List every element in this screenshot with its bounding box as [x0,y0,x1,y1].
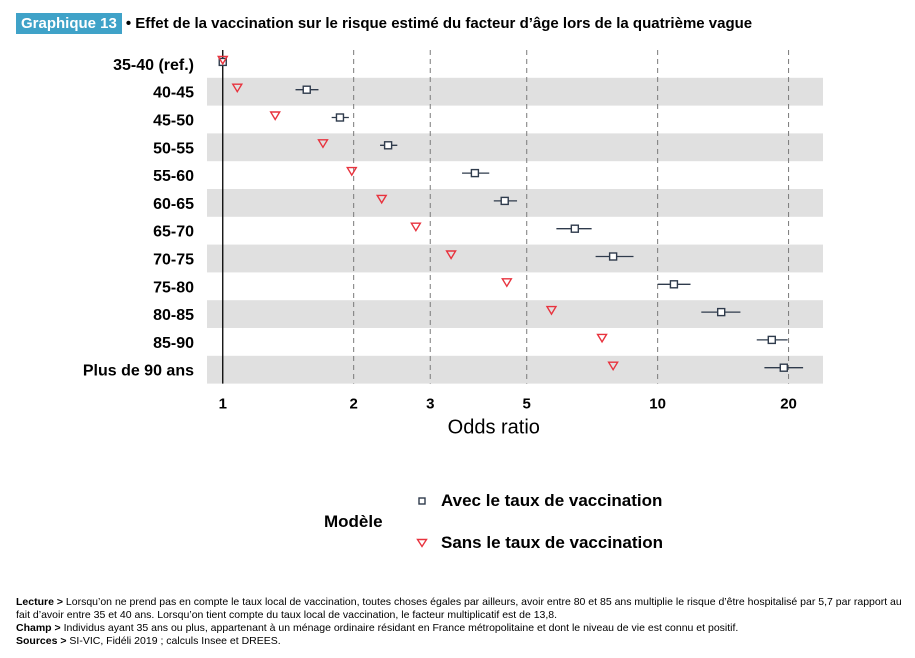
point-with-vaccination [335,113,345,122]
row-band [207,355,823,384]
point-without-vaccination [317,139,329,149]
note-sources: Sources > SI-VIC, Fidéli 2019 ; calculs … [16,635,281,647]
x-tick-label: 1 [219,396,227,413]
point-without-vaccination [231,83,244,94]
point-with-vaccination [570,224,580,233]
x-tick-label: 10 [649,396,666,413]
row-band [207,300,823,328]
y-tick-label: 85-90 [153,335,194,352]
point-with-vaccination [302,85,311,94]
odds-ratio-chart: 35-40 (ref.) 40-45 45-50 50-55 55-60 60-65 65-… [83,50,823,439]
point-without-vaccination [410,222,422,233]
chart-title: • Effet de la vaccination sur le risque … [125,14,753,32]
note-lecture: Lecture > Lorsqu’on ne prend pas en comp… [16,596,902,621]
y-tick-label: Plus de 90 ans [83,363,194,380]
x-axis-title: Odds ratio [448,417,540,439]
y-tick-label: 50-55 [153,140,194,157]
point-without-vaccination [445,250,457,260]
point-without-vaccination [596,333,608,344]
y-tick-label: 80-85 [153,307,194,324]
point-with-vaccination [500,196,509,206]
y-tick-label: 35-40 (ref.) [113,57,194,74]
point-without-vaccination [346,166,358,177]
y-tick-label: 45-50 [153,113,194,130]
point-without-vaccination [501,278,513,288]
point-with-vaccination [716,307,726,317]
chart-notes: Lecture > Lorsqu’on ne prend pas en comp… [16,596,906,648]
legend-item-with-vaccination: Avec le taux de vaccination [413,491,662,511]
point-without-vaccination [607,361,619,372]
point-without-vaccination [375,194,388,205]
y-tick-label: 65-70 [153,224,194,241]
legend-label: Avec le taux de vaccination [441,491,663,510]
y-tick-label: 55-60 [153,168,194,185]
graph-number-badge: Graphique 13 [16,12,122,34]
chart-header: Graphique 13 • Effet de la vaccination s… [16,12,752,34]
point-with-vaccination [470,168,480,178]
x-tick-label: 3 [426,396,434,413]
legend-item-without-vaccination: Sans le taux de vaccination [413,533,663,553]
point-with-vaccination [669,280,679,289]
x-tick-label: 5 [523,396,531,413]
y-tick-label: 70-75 [153,252,194,269]
y-tick-label: 40-45 [153,85,194,102]
y-tick-label: 60-65 [153,196,194,213]
row-band [207,244,823,273]
note-champ: Champ > Individus ayant 35 ans ou plus, … [16,622,739,634]
point-with-vaccination [608,252,618,261]
row-band [207,133,823,162]
point-with-vaccination [767,335,776,345]
x-tick-label: 2 [349,396,357,413]
point-without-vaccination [269,111,281,121]
triangle-down-marker-icon [413,534,431,552]
square-marker-icon [413,492,431,510]
point-with-vaccination [218,57,227,67]
row-band [207,77,823,106]
legend-label: Sans le taux de vaccination [441,533,664,552]
point-with-vaccination [779,363,788,372]
point-with-vaccination [383,141,393,150]
y-tick-label: 75-80 [153,279,194,296]
point-without-vaccination [217,55,229,66]
row-band [207,189,823,217]
point-without-vaccination [545,305,558,316]
x-tick-label: 20 [780,396,797,413]
legend-title: Modèle [324,512,383,531]
